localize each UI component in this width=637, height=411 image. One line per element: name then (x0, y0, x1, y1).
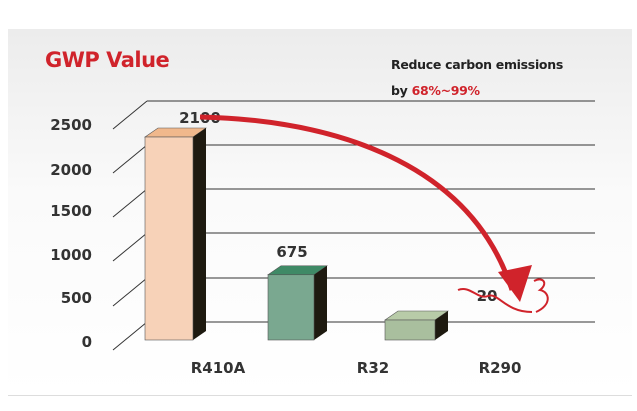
handwritten-mark-icon (533, 278, 549, 313)
y-tick-label: 0 (82, 333, 92, 351)
gridline-depth (112, 321, 148, 351)
arrow-curve (199, 114, 515, 291)
bar-r32 (267, 274, 315, 341)
gridline-depth (112, 100, 148, 130)
bar-r290 (384, 319, 436, 341)
y-tick-label: 2000 (50, 161, 92, 179)
gridline-depth (112, 232, 148, 262)
x-tick-label: R290 (479, 359, 522, 377)
y-tick-label: 1500 (50, 202, 92, 220)
annotation-highlight: 68%~99% (411, 83, 481, 98)
gridline-depth (112, 144, 148, 174)
annotation-text: Reduce carbon emissions (391, 57, 563, 72)
handwritten-squiggle-icon (457, 287, 533, 313)
annotation-prefix: by (391, 83, 408, 98)
bar-r410a (144, 136, 194, 341)
bar-side (435, 311, 448, 340)
gridline-depth (112, 277, 148, 307)
x-tick-label: R32 (357, 359, 389, 377)
bar-side (193, 128, 206, 340)
gridline-depth (112, 188, 148, 218)
chart-title: GWP Value (45, 48, 170, 72)
y-tick-label: 1000 (50, 246, 92, 264)
chart-annotation: Reduce carbon emissions by 68%~99% (391, 52, 563, 104)
y-tick-label: 2500 (50, 116, 92, 134)
y-tick-label: 500 (61, 289, 92, 307)
arrowhead-icon (498, 265, 532, 302)
bar-side (314, 265, 327, 340)
data-label: 675 (276, 243, 307, 261)
x-tick-label: R410A (191, 359, 246, 377)
